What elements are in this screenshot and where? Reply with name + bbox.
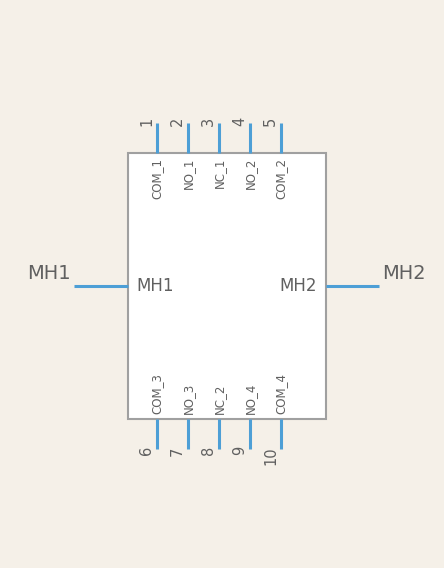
Text: 7: 7 <box>170 446 185 456</box>
Text: MH1: MH1 <box>136 277 174 295</box>
Text: COM_2: COM_2 <box>274 158 287 199</box>
Text: 3: 3 <box>201 116 216 126</box>
Text: 10: 10 <box>263 446 278 465</box>
Text: NC_1: NC_1 <box>212 158 226 188</box>
Text: 6: 6 <box>139 446 154 456</box>
Text: NC_2: NC_2 <box>212 384 226 414</box>
Text: NO_3: NO_3 <box>182 383 194 414</box>
Text: 8: 8 <box>201 446 216 456</box>
Text: NO_1: NO_1 <box>182 158 194 189</box>
Text: MH1: MH1 <box>28 264 71 283</box>
Text: MH2: MH2 <box>280 277 317 295</box>
Text: 1: 1 <box>139 116 154 126</box>
Text: 4: 4 <box>232 116 247 126</box>
Text: COM_3: COM_3 <box>151 373 163 414</box>
Text: 9: 9 <box>232 446 247 456</box>
Text: NO_2: NO_2 <box>243 158 257 189</box>
Text: COM_4: COM_4 <box>274 373 287 414</box>
Text: COM_1: COM_1 <box>151 158 163 199</box>
Text: 2: 2 <box>170 116 185 126</box>
Text: NO_4: NO_4 <box>243 383 257 414</box>
Bar <box>128 153 325 419</box>
Text: 5: 5 <box>263 116 278 126</box>
Text: MH2: MH2 <box>382 264 426 283</box>
